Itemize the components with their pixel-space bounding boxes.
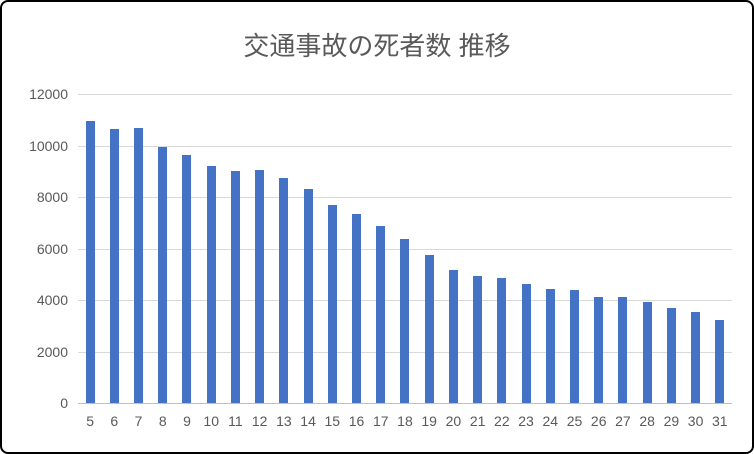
- x-tick-label: 9: [183, 413, 191, 429]
- bar-8: [158, 147, 168, 403]
- x-tick-label: 30: [687, 413, 704, 429]
- bars-container: [78, 94, 732, 403]
- bar-slot: [223, 94, 247, 403]
- y-axis-labels: 12000 10000 8000 6000 4000 2000 0: [2, 2, 68, 452]
- bar-slot: [441, 94, 465, 403]
- bar-slot: [320, 94, 344, 403]
- y-tick-label: 10000: [29, 137, 68, 154]
- gridline: [78, 145, 732, 147]
- x-axis-line: [78, 403, 732, 404]
- x-axis-labels: 5 6 7 8 9 10 11 12 13 14 15 16 17 18 19 20 21 22 23 24 25 26 2…: [78, 413, 732, 429]
- x-tick-label: 29: [663, 413, 680, 429]
- bar-slot: [490, 94, 514, 403]
- y-tick-label: 2000: [36, 343, 68, 360]
- bar-7: [134, 128, 144, 403]
- x-tick-label: 26: [590, 413, 607, 429]
- x-tick-label: 6: [110, 413, 119, 429]
- bar-slot: [708, 94, 732, 403]
- x-tick-label: 11: [228, 413, 243, 429]
- bar-slot: [175, 94, 199, 403]
- y-tick-label: 12000: [29, 86, 68, 102]
- x-tick-label: 13: [276, 413, 292, 429]
- bar-slot: [466, 94, 490, 403]
- bar-slot: [296, 94, 320, 403]
- bar-slot: [611, 94, 635, 403]
- bar-21: [473, 276, 483, 403]
- y-tick-label: 0: [60, 395, 68, 411]
- bar-28: [642, 302, 652, 403]
- gridline: [78, 197, 732, 198]
- bar-13: [279, 177, 289, 403]
- bar-10: [206, 165, 216, 403]
- bar-12: [255, 169, 265, 403]
- bar-6: [109, 128, 119, 403]
- bar-slot: [102, 94, 126, 403]
- bar-31: [715, 320, 725, 403]
- bar-15: [327, 204, 337, 403]
- bar-slot: [369, 94, 393, 403]
- bar-slot: [248, 94, 272, 403]
- x-tick-label: 10: [203, 413, 219, 429]
- x-tick-label: 23: [518, 413, 534, 429]
- x-tick-label: 5: [86, 413, 94, 429]
- bar-9: [182, 154, 192, 403]
- x-tick-label: 24: [542, 413, 559, 429]
- x-tick-label: 16: [348, 413, 365, 429]
- bar-slot: [272, 94, 296, 403]
- bar-slot: [199, 94, 223, 403]
- x-tick-label: 25: [566, 413, 583, 429]
- x-tick-label: 20: [445, 413, 462, 429]
- chart-title: 交通事故の死者数 推移: [243, 31, 511, 61]
- bar-slot: [151, 94, 175, 403]
- bar-slot: [344, 94, 368, 403]
- x-tick-label: 22: [494, 413, 510, 429]
- y-tick-label: 6000: [36, 240, 68, 257]
- bar-slot: [417, 94, 441, 403]
- bar-24: [545, 289, 555, 403]
- x-tick-label: 7: [134, 413, 143, 429]
- x-tick-label: 15: [324, 413, 341, 429]
- x-tick-label: 19: [421, 413, 437, 429]
- x-tick-label: 31: [712, 413, 728, 429]
- x-tick-label: 18: [397, 413, 413, 429]
- gridline: [78, 94, 732, 95]
- bar-29: [666, 307, 676, 403]
- bar-slot: [587, 94, 611, 403]
- bar-slot: [538, 94, 562, 403]
- x-tick-label: 27: [615, 413, 631, 429]
- bar-16: [352, 213, 362, 403]
- bar-11: [230, 171, 240, 403]
- bar-23: [521, 284, 531, 403]
- x-tick-label: 12: [251, 413, 268, 429]
- y-tick-label: 4000: [36, 292, 68, 308]
- bar-30: [691, 312, 701, 403]
- x-tick-label: 21: [469, 413, 486, 429]
- bar-14: [303, 188, 313, 403]
- bar-slot: [393, 94, 417, 403]
- bar-19: [424, 255, 434, 403]
- bar-slot: [126, 94, 150, 403]
- bar-22: [497, 277, 507, 403]
- bar-27: [618, 296, 628, 403]
- bar-slot: [635, 94, 659, 403]
- bar-5: [85, 121, 95, 403]
- x-tick-label: 14: [300, 413, 316, 429]
- bar-20: [448, 270, 458, 403]
- bar-slot: [78, 94, 102, 403]
- bar-slot: [562, 94, 586, 403]
- bar-slot: [683, 94, 707, 403]
- bar-18: [400, 239, 410, 403]
- bar-17: [376, 226, 386, 403]
- x-tick-label: 8: [158, 413, 167, 429]
- bar-slot: [659, 94, 683, 403]
- y-tick-label: 8000: [36, 189, 68, 205]
- bar-26: [594, 297, 604, 403]
- plot-area: [78, 94, 732, 404]
- bar-slot: [514, 94, 538, 403]
- x-tick-label: 17: [372, 413, 389, 429]
- x-tick-label: 28: [639, 413, 655, 429]
- bar-25: [569, 290, 579, 403]
